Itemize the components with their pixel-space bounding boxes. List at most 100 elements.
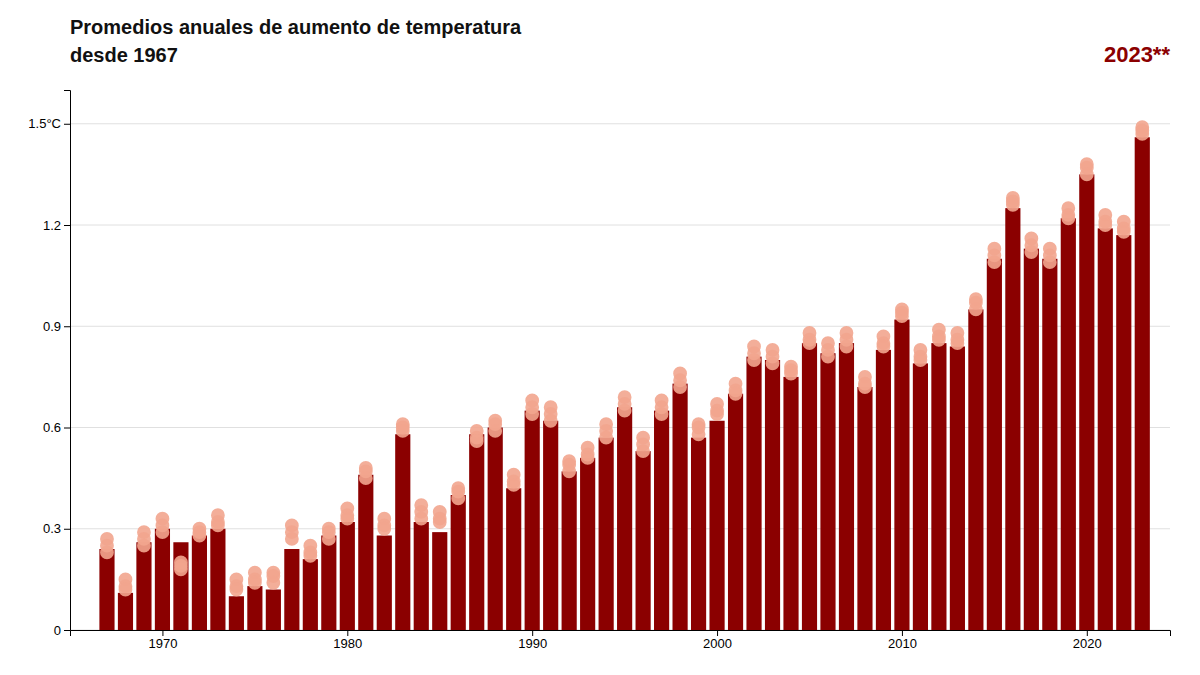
bar xyxy=(414,522,429,630)
dot xyxy=(156,525,170,539)
dot xyxy=(229,583,243,597)
y-tick: 1.5°C xyxy=(28,116,70,131)
dot xyxy=(1024,245,1038,259)
marks xyxy=(99,120,1149,630)
bar xyxy=(1135,137,1150,630)
x-tick: 1980 xyxy=(333,630,362,651)
dot xyxy=(266,576,280,590)
bar xyxy=(876,350,891,630)
bar xyxy=(950,347,965,631)
y-tick-label: 0.6 xyxy=(43,420,61,435)
bar xyxy=(543,421,558,630)
dot xyxy=(470,434,484,448)
bar xyxy=(451,495,466,630)
bar xyxy=(488,428,503,631)
dot xyxy=(211,518,225,532)
bar xyxy=(1005,208,1020,630)
bar xyxy=(820,353,835,630)
dot xyxy=(877,340,891,354)
chart: 19701980199020002010202000.30.60.91.21.5… xyxy=(0,0,1200,675)
bar xyxy=(1024,249,1039,630)
bar xyxy=(192,536,207,631)
bar xyxy=(839,343,854,630)
bar xyxy=(432,532,447,630)
x-tick-label: 2000 xyxy=(703,636,732,651)
dot xyxy=(303,549,317,563)
x-axis: 197019801990200020102020 xyxy=(71,630,1171,651)
dot xyxy=(636,444,650,458)
dot xyxy=(377,522,391,536)
x-tick-mark xyxy=(532,630,533,636)
dot xyxy=(488,424,502,438)
dot xyxy=(987,255,1001,269)
bar xyxy=(358,475,373,630)
dot xyxy=(340,512,354,526)
title: Promedios anuales de aumento de temperat… xyxy=(70,16,522,38)
bar xyxy=(229,596,244,630)
dot xyxy=(1006,198,1020,212)
y-tick-mark xyxy=(64,225,70,226)
bar xyxy=(1116,235,1131,630)
bar xyxy=(654,411,669,630)
dot xyxy=(784,367,798,381)
dot xyxy=(803,336,817,350)
bar xyxy=(580,458,595,630)
bar xyxy=(303,559,318,630)
series-scatter xyxy=(100,127,1149,596)
dot xyxy=(766,356,780,370)
y-tick-label: 0.9 xyxy=(43,319,61,334)
bar xyxy=(987,259,1002,630)
x-tick: 2020 xyxy=(1073,630,1102,651)
x-tick-label: 1980 xyxy=(333,636,362,651)
subtitle: desde 1967 xyxy=(70,44,178,66)
dot xyxy=(710,407,724,421)
bar xyxy=(691,438,706,630)
dot xyxy=(414,512,428,526)
dot xyxy=(969,302,983,316)
bar xyxy=(1061,218,1076,630)
dot xyxy=(322,532,336,546)
x-tick: 2000 xyxy=(703,630,732,651)
dot xyxy=(858,380,872,394)
dot xyxy=(525,407,539,421)
dot xyxy=(119,583,133,597)
y-tick-label: 1.5°C xyxy=(28,116,61,131)
dot xyxy=(581,451,595,465)
dot xyxy=(914,353,928,367)
bar xyxy=(266,590,281,631)
y-tick: 0.9 xyxy=(43,319,70,334)
bar xyxy=(709,421,724,630)
x-tick: 2010 xyxy=(888,630,917,651)
dot xyxy=(821,350,835,364)
bar xyxy=(802,343,817,630)
dot xyxy=(840,340,854,354)
bar xyxy=(562,471,577,630)
x-tick-label: 2010 xyxy=(888,636,917,651)
bar xyxy=(506,488,521,630)
series-bar xyxy=(99,137,1149,630)
dot xyxy=(1043,255,1057,269)
x-tick-mark xyxy=(717,630,718,636)
bar xyxy=(746,357,761,630)
bar xyxy=(599,438,614,630)
dot xyxy=(1061,211,1075,225)
dot xyxy=(673,380,687,394)
bar xyxy=(617,407,632,630)
y-tick-mark xyxy=(64,630,70,631)
dot xyxy=(174,562,188,576)
bar xyxy=(968,309,983,630)
x-tick-mark xyxy=(902,630,903,636)
bar xyxy=(728,394,743,630)
dot xyxy=(285,532,299,546)
x-tick-label: 1970 xyxy=(148,636,177,651)
dot xyxy=(1098,218,1112,232)
y-axis: 00.30.60.91.21.5°C xyxy=(28,91,70,638)
y-axis-line xyxy=(64,91,71,631)
grid-line xyxy=(70,326,1170,327)
dot xyxy=(932,333,946,347)
bar xyxy=(1098,228,1113,630)
dot xyxy=(655,407,669,421)
grid-line xyxy=(70,123,1170,124)
bar xyxy=(469,434,484,630)
dot xyxy=(544,414,558,428)
